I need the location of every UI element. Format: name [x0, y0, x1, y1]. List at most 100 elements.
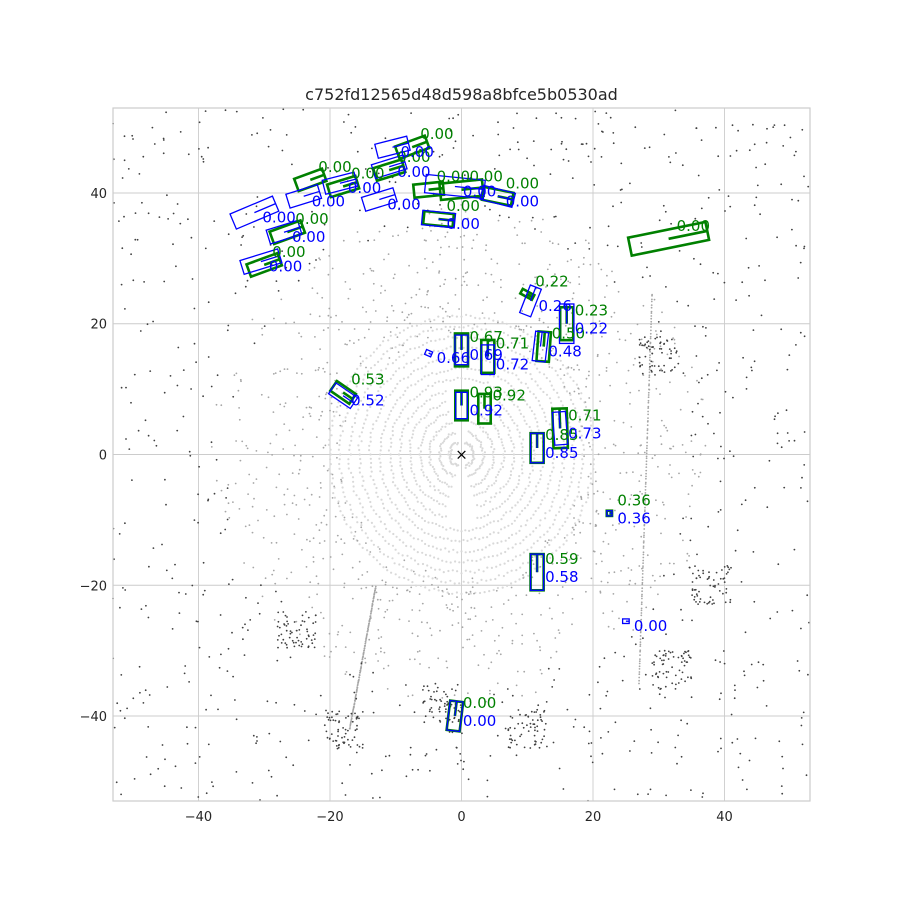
- lidar-point: [375, 653, 377, 655]
- lidar-point: [659, 435, 662, 437]
- lidar-point: [448, 471, 452, 474]
- lidar-point: [382, 340, 385, 343]
- lidar-point: [737, 129, 739, 132]
- lidar-point: [588, 248, 591, 250]
- lidar-point: [587, 415, 591, 418]
- lidar-point: [534, 740, 536, 743]
- lidar-point: [660, 443, 663, 446]
- lidar-point: [552, 347, 554, 350]
- lidar-point: [253, 342, 256, 345]
- lidar-point: [389, 461, 392, 464]
- lidar-point: [202, 593, 205, 596]
- lidar-point: [409, 753, 412, 756]
- lidar-point: [293, 321, 296, 324]
- lidar-point: [648, 376, 651, 379]
- lidar-point: [424, 542, 427, 546]
- lidar-point: [313, 266, 316, 269]
- lidar-point: [153, 143, 156, 145]
- lidar-point: [596, 353, 599, 356]
- lidar-point: [286, 368, 289, 370]
- lidar-point: [402, 366, 406, 369]
- lidar-point: [704, 444, 707, 447]
- lidar-point: [670, 370, 672, 372]
- lidar-point: [439, 455, 442, 458]
- lidar-point: [424, 754, 427, 757]
- lidar-point: [574, 718, 577, 721]
- lidar-point: [280, 642, 283, 644]
- lidar-point: [581, 425, 583, 428]
- lidar-point: [739, 752, 742, 755]
- lidar-point: [307, 616, 310, 619]
- lidar-point: [521, 694, 523, 697]
- lidar-point: [765, 705, 768, 707]
- lidar-point: [242, 638, 244, 641]
- lidar-point: [507, 746, 510, 749]
- lidar-point: [312, 560, 315, 563]
- lidar-point: [507, 426, 510, 429]
- lidar-point: [613, 281, 616, 283]
- lidar-point: [801, 476, 803, 479]
- lidar-point: [687, 650, 689, 653]
- lidar-point: [673, 562, 675, 565]
- lidar-point: [369, 431, 372, 434]
- lidar-point: [384, 583, 387, 586]
- lidar-point: [515, 684, 518, 687]
- lidar-point: [638, 338, 641, 341]
- lidar-point: [429, 450, 432, 453]
- lidar-point: [520, 468, 524, 471]
- lidar-point: [238, 418, 241, 421]
- lidar-point: [220, 653, 222, 656]
- lidar-point: [805, 774, 808, 777]
- lidar-point: [490, 258, 493, 260]
- lidar-point: [680, 608, 682, 611]
- lidar-point: [248, 473, 251, 476]
- lidar-point: [533, 413, 536, 416]
- lidar-point: [724, 601, 727, 604]
- lidar-point: [378, 548, 381, 550]
- lidar-point: [401, 311, 404, 314]
- lidar-point: [344, 420, 347, 422]
- lidar-point: [690, 696, 693, 699]
- lidar-point: [485, 620, 487, 623]
- lidar-point: [299, 454, 302, 457]
- lidar-point: [210, 694, 212, 697]
- lidar-point: [395, 358, 398, 362]
- lidar-point: [642, 562, 644, 564]
- lidar-point: [591, 448, 594, 451]
- lidar-point: [378, 374, 381, 377]
- lidar-point: [403, 478, 406, 481]
- lidar-point: [797, 199, 800, 202]
- lidar-point: [478, 591, 482, 595]
- lidar-point: [573, 517, 575, 519]
- lidar-point: [788, 354, 791, 356]
- lidar-point: [505, 409, 508, 413]
- lidar-point: [668, 562, 671, 565]
- lidar-point: [684, 680, 686, 683]
- lidar-point: [669, 161, 672, 164]
- lidar-point: [489, 689, 491, 692]
- lidar-point: [433, 421, 436, 424]
- lidar-point: [463, 280, 466, 283]
- lidar-point: [672, 656, 675, 658]
- lidar-point: [474, 615, 477, 617]
- lidar-point: [546, 491, 549, 495]
- lidar-point: [518, 578, 521, 581]
- lidar-point: [394, 370, 397, 373]
- lidar-point: [499, 355, 502, 358]
- lidar-point: [417, 447, 420, 450]
- lidar-point: [452, 378, 456, 381]
- lidar-point: [566, 494, 569, 497]
- lidar-point: [644, 509, 646, 511]
- lidar-point: [286, 616, 288, 618]
- lidar-point: [358, 497, 361, 500]
- lidar-point: [592, 550, 595, 553]
- lidar-point: [356, 686, 359, 689]
- lidar-point: [256, 736, 258, 738]
- lidar-point: [445, 437, 448, 440]
- lidar-point: [417, 768, 419, 771]
- lidar-point: [723, 457, 725, 460]
- lidar-point: [614, 721, 617, 724]
- lidar-point: [503, 391, 506, 394]
- lidar-point: [411, 415, 414, 418]
- lidar-point: [413, 493, 416, 496]
